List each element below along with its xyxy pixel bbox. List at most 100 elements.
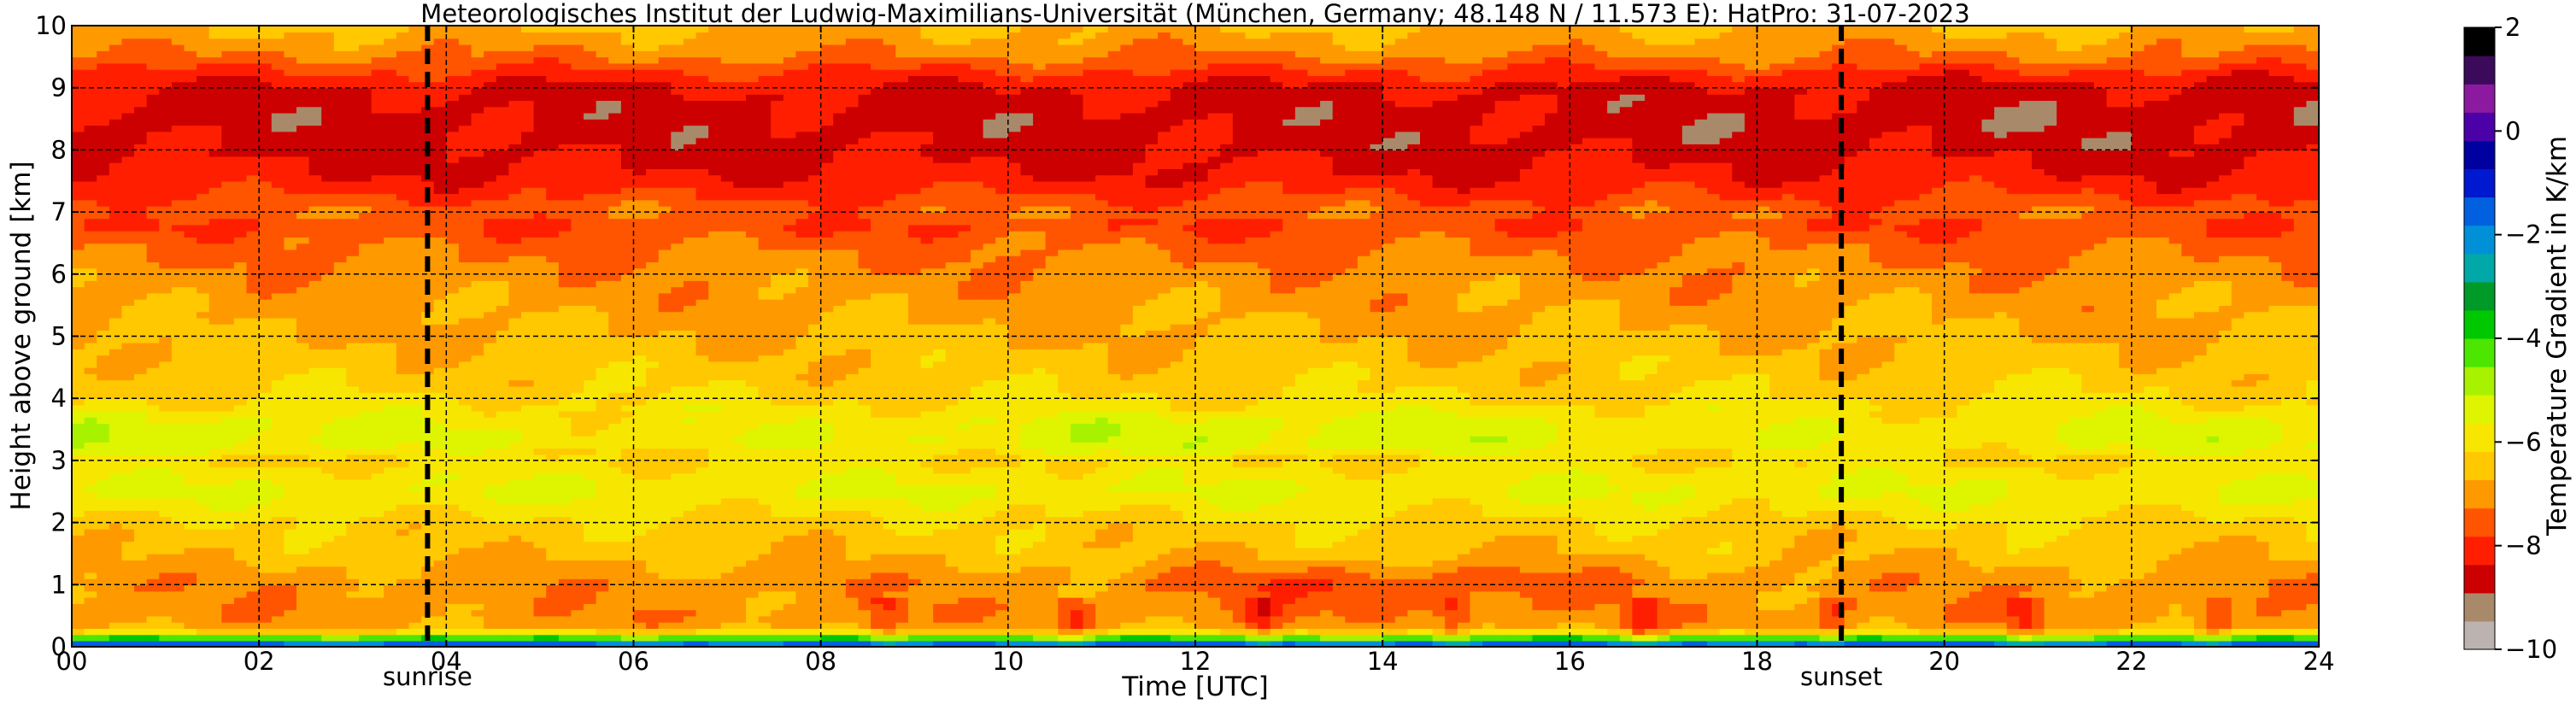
heatmap-cell (208, 503, 223, 511)
heatmap-cell (446, 44, 460, 51)
heatmap-cell (646, 535, 660, 543)
heatmap-cell (72, 535, 85, 543)
heatmap-cell (646, 68, 660, 76)
heatmap-cell (596, 150, 610, 157)
heatmap-cell (484, 522, 497, 530)
heatmap-cell (197, 535, 210, 543)
heatmap-cell (84, 553, 98, 561)
heatmap-cell (408, 323, 422, 331)
heatmap-cell (321, 522, 335, 530)
heatmap-cell (308, 448, 323, 455)
heatmap-cell (159, 298, 173, 306)
heatmap-cell (596, 119, 610, 126)
heatmap-cell (97, 435, 110, 443)
heatmap-cell (558, 311, 572, 319)
heatmap-cell (458, 448, 472, 455)
heatmap-cell (458, 155, 472, 163)
heatmap-cell (421, 44, 435, 51)
heatmap-cell (359, 311, 373, 319)
heatmap-cell (584, 491, 597, 499)
heatmap-cell (408, 44, 422, 51)
heatmap-cell (458, 311, 472, 319)
heatmap-cell (159, 373, 173, 381)
heatmap-cell (584, 609, 597, 617)
heatmap-cell (346, 634, 360, 642)
heatmap-cell (171, 106, 185, 114)
heatmap-cell (521, 125, 535, 132)
heatmap-cell (596, 361, 610, 368)
heatmap-cell (571, 119, 584, 126)
heatmap-cell (97, 560, 110, 567)
heatmap-cell (221, 255, 235, 263)
heatmap-cell (171, 261, 185, 269)
heatmap-cell (134, 150, 148, 157)
heatmap-cell (171, 398, 185, 406)
heatmap-cell (633, 596, 647, 604)
heatmap-cell (284, 491, 297, 499)
heatmap-cell (184, 119, 197, 126)
heatmap-cell (384, 330, 397, 337)
heatmap-cell (259, 168, 273, 176)
heatmap-cell (346, 497, 360, 505)
heatmap-cell (396, 75, 410, 83)
heatmap-cell (221, 484, 235, 493)
heatmap-cell (521, 212, 535, 220)
heatmap-cell (221, 180, 235, 188)
heatmap-cell (408, 503, 422, 511)
heatmap-cell (208, 144, 223, 151)
heatmap-cell (259, 199, 273, 207)
heatmap-cell (558, 187, 572, 195)
heatmap-cell (508, 373, 522, 381)
heatmap-cell (171, 484, 185, 493)
heatmap-cell (558, 491, 572, 499)
heatmap-cell (208, 379, 223, 387)
heatmap-cell (433, 379, 448, 387)
heatmap-cell (197, 491, 210, 499)
heatmap-cell (346, 50, 360, 58)
heatmap-cell (471, 311, 484, 319)
heatmap-cell (284, 68, 297, 76)
heatmap-cell (171, 87, 185, 95)
heatmap-cell (208, 199, 223, 207)
heatmap-cell (671, 38, 684, 45)
heatmap-cell (84, 404, 98, 412)
heatmap-cell (471, 497, 484, 505)
heatmap-cell (171, 50, 185, 58)
heatmap-cell (683, 249, 697, 256)
heatmap-cell (558, 336, 572, 343)
heatmap-cell (496, 330, 510, 337)
heatmap-cell (446, 547, 460, 554)
heatmap-cell (359, 615, 373, 623)
heatmap-cell (471, 317, 484, 325)
heatmap-cell (458, 603, 472, 611)
heatmap-cell (284, 349, 297, 356)
heatmap-cell (558, 442, 572, 449)
heatmap-cell (72, 137, 85, 144)
heatmap-cell (446, 472, 460, 480)
heatmap-cell (171, 367, 185, 374)
heatmap-cell (346, 144, 360, 151)
heatmap-cell (558, 472, 572, 480)
heatmap-cell (458, 187, 472, 195)
heatmap-cell (346, 603, 360, 611)
heatmap-cell (633, 205, 647, 213)
heatmap-cell (571, 590, 584, 598)
heatmap-cell (121, 267, 135, 275)
heatmap-cell (608, 596, 622, 604)
heatmap-cell (233, 161, 248, 170)
heatmap-cell (296, 180, 310, 188)
heatmap-cell (371, 56, 385, 64)
heatmap-cell (84, 323, 98, 331)
heatmap-cell (346, 472, 360, 480)
heatmap-cell (246, 106, 260, 114)
heatmap-cell (284, 224, 297, 232)
heatmap-cell (408, 336, 422, 343)
heatmap-cell (608, 56, 622, 64)
heatmap-cell (408, 150, 422, 157)
heatmap-cell (620, 503, 635, 511)
heatmap-cell (620, 491, 635, 499)
heatmap-cell (521, 255, 535, 263)
heatmap-cell (359, 168, 373, 176)
heatmap-cell (121, 596, 135, 604)
heatmap-cell (259, 423, 273, 431)
